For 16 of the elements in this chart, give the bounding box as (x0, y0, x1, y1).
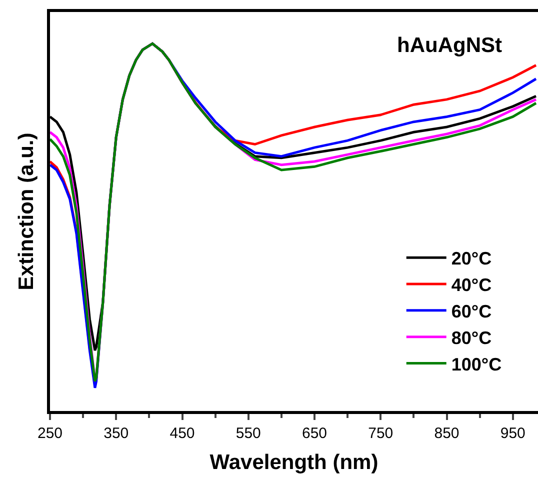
x-tick-label: 550 (236, 425, 261, 442)
x-tick-label: 750 (368, 425, 394, 442)
x-tick-label: 450 (170, 425, 195, 442)
x-tick-label: 850 (434, 425, 460, 442)
x-tick-label: 950 (500, 425, 526, 442)
legend-label: 100°C (451, 354, 502, 374)
x-tick-label: 650 (302, 425, 328, 442)
legend-label: 60°C (451, 301, 492, 322)
x-axis-title: Wavelength (nm) (210, 451, 378, 474)
annotation: hAuAgNSt (397, 34, 502, 57)
y-axis-title: Extinction (a.u.) (15, 132, 38, 290)
legend-label: 40°C (451, 275, 492, 296)
x-tick-label: 250 (37, 425, 63, 442)
x-tick-label: 350 (104, 425, 129, 442)
legend-label: 80°C (451, 328, 492, 348)
legend-label: 20°C (451, 248, 492, 269)
